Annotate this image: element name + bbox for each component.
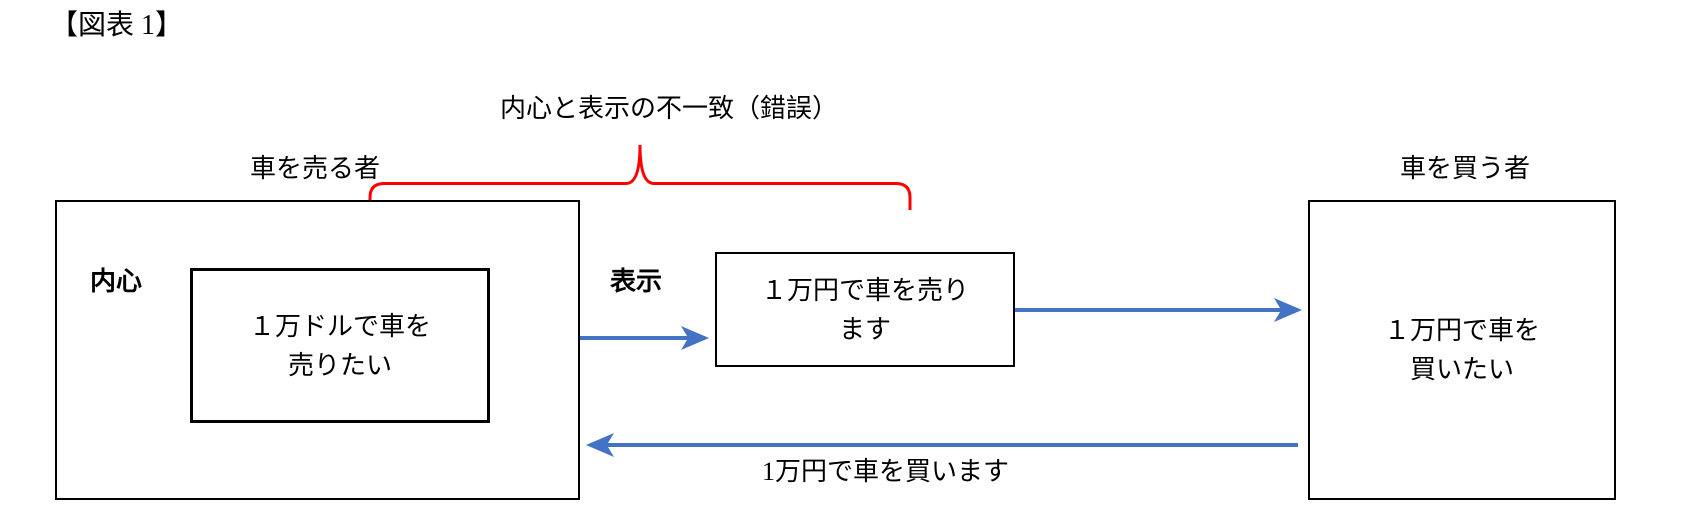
buyer-text: １万円で車を 買いたい	[1384, 311, 1540, 389]
seller-inner-box: １万ドルで車を 売りたい	[190, 268, 490, 423]
buyer-role-label: 車を買う者	[1400, 152, 1530, 186]
figure-title: 【図表 1】	[50, 8, 183, 44]
buyer-box: １万円で車を 買いたい	[1308, 200, 1616, 500]
buyer-reply-label: 1万円で車を買います	[762, 455, 1009, 489]
expression-box: １万円で車を売り ます	[715, 252, 1015, 367]
mismatch-label: 内心と表示の不一致（錯誤）	[500, 92, 838, 126]
expression-text: １万円で車を売り ます	[761, 271, 969, 349]
inner-label: 内心	[90, 265, 142, 299]
seller-inner-text: １万ドルで車を 売りたい	[249, 307, 431, 385]
diagram-stage: 【図表 1】 車を売る者 車を買う者 内心と表示の不一致（錯誤） 内心 １万ドル…	[0, 0, 1708, 512]
seller-role-label: 車を売る者	[250, 152, 380, 186]
expression-label: 表示	[610, 265, 662, 299]
